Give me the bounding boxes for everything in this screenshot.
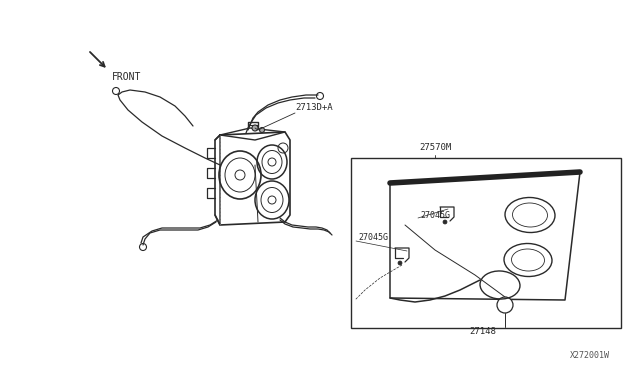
Text: 2713D+A: 2713D+A	[295, 103, 333, 112]
Circle shape	[252, 125, 258, 131]
Text: 27045G: 27045G	[358, 234, 388, 243]
Text: FRONT: FRONT	[112, 72, 141, 82]
Text: 27045G: 27045G	[420, 211, 450, 219]
Circle shape	[497, 297, 513, 313]
Text: 27148: 27148	[470, 327, 497, 337]
Circle shape	[443, 220, 447, 224]
Circle shape	[398, 261, 402, 265]
Circle shape	[259, 128, 264, 132]
Text: X272001W: X272001W	[570, 350, 610, 359]
Text: 27570M: 27570M	[419, 144, 451, 153]
Bar	[351, 158, 621, 328]
